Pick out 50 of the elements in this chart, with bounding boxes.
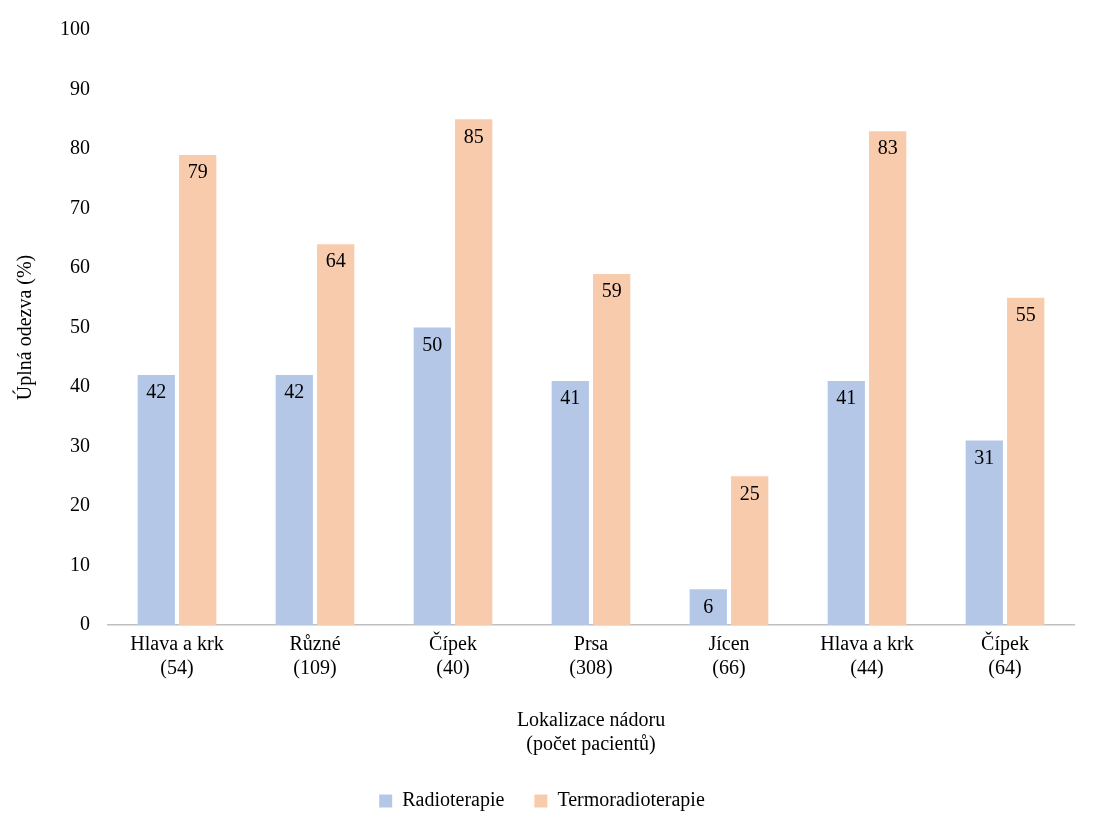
y-tick-label: 70: [70, 195, 90, 218]
data-label: 6: [703, 594, 714, 617]
data-label: 50: [422, 332, 443, 355]
bar: [689, 589, 727, 625]
y-tick-label: 10: [70, 552, 90, 575]
y-tick-label: 60: [70, 255, 90, 278]
x-tick-label: Jícen (66): [708, 632, 750, 680]
y-tick-label: 30: [70, 433, 90, 456]
bar: [593, 273, 631, 625]
legend-label: Termoradioterapie: [557, 788, 705, 812]
bar: [137, 375, 175, 625]
y-tick-label: 40: [70, 374, 90, 397]
legend-label: Radioterapie: [402, 788, 505, 812]
data-label: 59: [601, 279, 622, 302]
bar: [413, 327, 451, 625]
bar: [869, 131, 907, 625]
x-tick-label: Čípek (40): [429, 631, 477, 680]
bar: [731, 476, 769, 625]
x-tick-label: Čípek (64): [981, 631, 1029, 680]
x-tick-label: Hlava a krk (44): [820, 632, 914, 680]
bar: [317, 244, 355, 625]
y-tick-label: 20: [70, 493, 90, 516]
bar: [275, 375, 313, 625]
data-label: 25: [739, 481, 760, 504]
data-label: 64: [325, 249, 346, 272]
data-label: 31: [974, 445, 995, 468]
bar: [179, 154, 217, 625]
data-label: 79: [187, 160, 208, 183]
x-tick-label: Hlava a krk (54): [130, 632, 224, 680]
bar: [827, 381, 865, 625]
bar: [551, 381, 589, 625]
x-tick-label: Prsa (308): [569, 632, 613, 680]
data-label: 42: [146, 380, 167, 403]
x-tick-label: Různé (109): [289, 632, 341, 680]
y-tick-label: 80: [70, 136, 90, 159]
bar: [965, 440, 1003, 625]
y-tick-label: 50: [70, 314, 90, 337]
x-axis-title: Lokalizace nádoru (počet pacientů): [516, 708, 666, 756]
bar: [1007, 297, 1045, 625]
y-tick-label: 100: [60, 17, 90, 40]
bar: [455, 119, 493, 625]
data-label: 41: [836, 386, 857, 409]
y-tick-label: 90: [70, 76, 90, 99]
y-tick-label: 0: [80, 612, 90, 635]
data-label: 42: [284, 380, 305, 403]
data-label: 85: [463, 124, 484, 147]
data-label: 83: [877, 136, 898, 159]
y-axis-title: Úplná odezva (%): [12, 254, 37, 401]
data-label: 55: [1015, 303, 1036, 325]
data-label: 41: [560, 386, 581, 409]
